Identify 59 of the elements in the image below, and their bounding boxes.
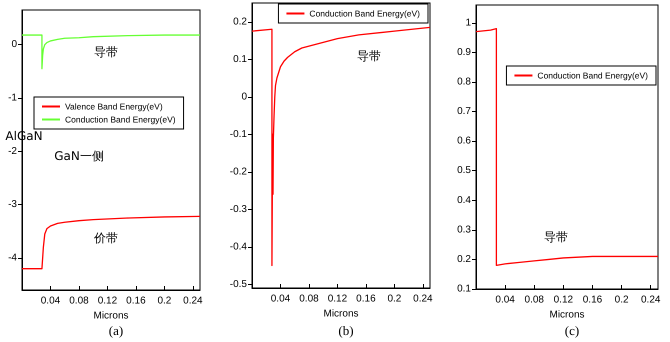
x-tick-label: 0.2 xyxy=(157,296,172,306)
y-tick-label: 0.9 xyxy=(457,46,472,58)
x-tick-label: 0.16 xyxy=(582,294,603,306)
y-tick-label: 0.2 xyxy=(233,16,248,28)
y-tick-label: -0.1 xyxy=(230,128,248,140)
y-tick-label: -0.4 xyxy=(230,241,248,252)
legend-label: Conduction Band Energy(eV) xyxy=(537,70,648,80)
x-axis-title: Microns xyxy=(93,310,129,322)
x-tick-label: 0.12 xyxy=(554,294,574,306)
y-tick-label: -4 xyxy=(8,252,18,264)
annotation: 导带 xyxy=(357,49,381,63)
y-tick-label: 0.5 xyxy=(457,165,472,176)
line-series xyxy=(251,26,431,266)
annotation: 价带 xyxy=(93,231,118,245)
x-axis-title: Microns xyxy=(549,309,585,320)
y-tick-label: -2 xyxy=(8,146,18,157)
x-tick-label: 0.08 xyxy=(299,294,320,304)
y-tick-label: 1 xyxy=(465,17,472,28)
legend-label: Valence Band Energy(eV) xyxy=(65,102,163,112)
annotation: 导带 xyxy=(94,45,118,59)
y-tick-label: -1 xyxy=(8,92,18,104)
x-tick-label: 0.12 xyxy=(98,296,118,306)
text: (c) xyxy=(564,323,580,338)
x-tick-label: 0.04 xyxy=(495,294,516,306)
y-tick-label: -0.5 xyxy=(230,278,248,290)
x-tick-label: 0.04 xyxy=(270,294,291,304)
x-tick-label: 0.08 xyxy=(524,294,544,306)
y-tick-label: 0.8 xyxy=(457,76,472,88)
text: (b) xyxy=(338,323,354,338)
x-tick-label: 0.24 xyxy=(413,294,434,304)
x-tick-label: 0.04 xyxy=(40,296,61,306)
x-tick-label: 0.12 xyxy=(328,294,348,304)
x-tick-label: 0.16 xyxy=(126,296,146,306)
y-tick-label: 0.7 xyxy=(457,106,472,117)
line-series xyxy=(21,34,201,70)
x-tick-label: 0.08 xyxy=(69,296,90,306)
y-tick-label: 0.4 xyxy=(457,194,472,206)
y-tick-label: -0.2 xyxy=(230,166,248,178)
text: (a) xyxy=(108,323,124,338)
x-tick-label: 0.24 xyxy=(640,294,661,306)
y-tick-label: 0.2 xyxy=(457,254,472,265)
annotation: 导带 xyxy=(544,230,568,244)
x-tick-label: 0.2 xyxy=(614,294,629,306)
legend-label: Conduction Band Energy(eV) xyxy=(65,114,176,124)
y-tick-label: -0.3 xyxy=(230,204,248,215)
legend-label: Conduction Band Energy(eV) xyxy=(309,8,420,18)
y-tick-label: 0 xyxy=(11,39,18,50)
annotation: GaN一侧 xyxy=(54,149,104,163)
y-tick-label: 0.3 xyxy=(457,224,472,236)
y-tick-label: 0.1 xyxy=(233,54,248,65)
y-tick-label: 0.6 xyxy=(457,136,472,147)
x-axis-title: Microns xyxy=(323,308,359,320)
y-tick-label: 0 xyxy=(241,91,248,102)
line-series xyxy=(475,28,659,266)
x-tick-label: 0.16 xyxy=(356,294,376,304)
y-tick-label: -3 xyxy=(8,199,18,210)
x-tick-label: 0.24 xyxy=(183,296,204,306)
x-tick-label: 0.2 xyxy=(387,294,402,304)
y-tick-label: 0.1 xyxy=(457,284,472,294)
